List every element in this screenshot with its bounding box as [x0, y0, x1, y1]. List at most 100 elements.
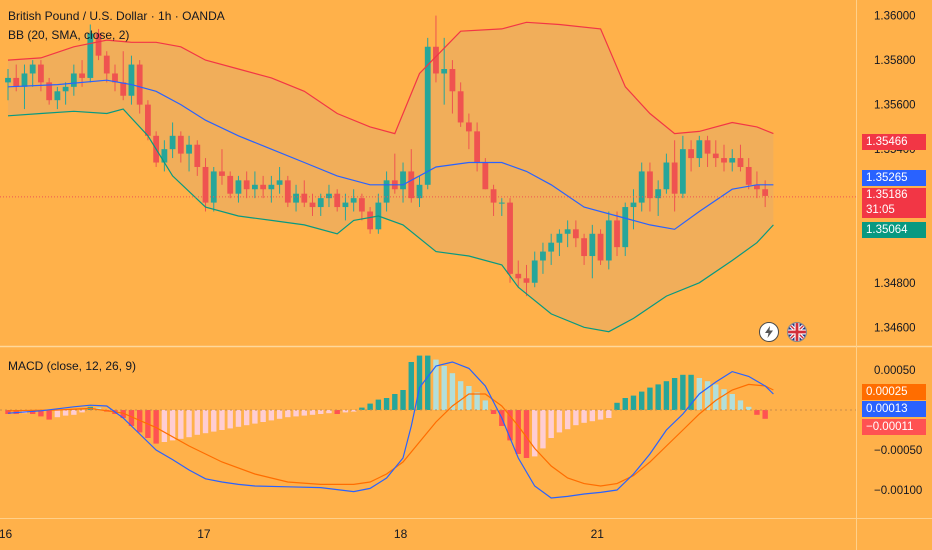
candle-body: [235, 180, 242, 194]
uk-flag-icon[interactable]: [787, 322, 807, 342]
candle-body: [87, 33, 94, 78]
candle-body: [260, 184, 267, 190]
candle-body: [704, 140, 711, 154]
candle-body: [177, 135, 184, 154]
last-price-label: 1.35186: [862, 188, 926, 203]
candle-body: [457, 91, 464, 123]
candle-body: [54, 91, 61, 101]
candle-body: [268, 184, 275, 190]
candle-body: [754, 184, 760, 190]
candle-body: [465, 122, 472, 132]
candle-body: [498, 202, 505, 204]
candle-body: [416, 184, 423, 199]
candle-body: [112, 73, 118, 83]
candle-body: [507, 202, 513, 274]
candle-body: [622, 207, 629, 248]
macd-histogram-bar: [202, 410, 209, 434]
bollinger-lower-line: [7, 108, 774, 333]
candle-body: [433, 46, 439, 74]
candle-body: [194, 144, 201, 167]
candle-body: [169, 135, 176, 150]
price-tick-label: 1.34600: [874, 322, 916, 334]
macd-histogram-bar: [746, 406, 752, 410]
macd-histogram-bar: [556, 410, 563, 433]
bollinger-legend: BB (20, SMA, close, 2): [8, 28, 130, 42]
macd-histogram-bar: [309, 410, 316, 415]
candle-body: [334, 193, 341, 208]
candle-body: [62, 86, 69, 92]
macd-histogram-bar: [301, 410, 307, 416]
candle-body: [564, 229, 571, 234]
macd-histogram-bar: [532, 410, 538, 457]
macd-histogram-bar: [713, 384, 719, 410]
macd-histogram-bar: [433, 359, 439, 410]
candle-body: [219, 171, 225, 176]
macd-histogram-bar: [136, 410, 143, 433]
candle-body: [317, 198, 324, 208]
candle-body: [227, 175, 234, 194]
candle-body: [671, 162, 678, 194]
macd-histogram-bar: [614, 402, 620, 410]
candle-body: [540, 251, 546, 261]
macd-histogram-bar: [457, 381, 464, 410]
candle-body: [679, 149, 686, 194]
candle-body: [531, 260, 538, 283]
macd-histogram-bar: [680, 374, 686, 410]
macd-histogram-bar: [268, 410, 275, 421]
macd-histogram-bar: [38, 410, 44, 417]
macd-histogram-bar: [647, 387, 653, 410]
macd-histogram-bar: [737, 400, 744, 410]
macd-histogram-bar: [416, 355, 423, 410]
macd-histogram-bar: [243, 410, 250, 426]
macd-histogram-bar: [71, 410, 77, 415]
candle-body: [589, 233, 596, 257]
candle-body: [367, 211, 374, 230]
price-tick-label: 1.35600: [874, 100, 916, 112]
macd-histogram-bar: [466, 386, 472, 410]
candle-body: [572, 229, 579, 239]
macd-histogram-bar: [639, 391, 645, 410]
macd-histogram-bar: [334, 410, 340, 414]
candle-body: [293, 193, 299, 203]
macd-histogram-bar: [507, 410, 513, 441]
macd-histogram-bar: [663, 381, 670, 410]
macd-histogram-bar: [606, 410, 612, 418]
candle-body: [284, 180, 291, 203]
candle-body: [350, 198, 357, 203]
macd-histogram-bar: [285, 410, 291, 418]
macd-histogram-bar: [169, 410, 176, 441]
macd-histogram-bar: [540, 410, 546, 449]
candle-body: [326, 193, 332, 199]
macd-histogram-bar: [367, 403, 373, 410]
bar-countdown-label: 31:05: [862, 203, 926, 218]
macd-line: [7, 361, 774, 499]
candle-body: [342, 202, 349, 208]
histogram-value-label: −0.00011: [862, 419, 926, 435]
time-tick-label: 16: [0, 527, 13, 541]
candle-body: [186, 144, 192, 154]
macd-histogram-bar: [219, 410, 225, 430]
candle-body: [161, 149, 168, 163]
macd-histogram-bar: [260, 410, 266, 422]
macd-histogram-bar: [252, 410, 258, 424]
macd-histogram-bar: [573, 410, 579, 426]
macd-tick-label: 0.00050: [874, 365, 916, 377]
macd-histogram-bar: [326, 410, 332, 414]
candle-body: [745, 166, 752, 185]
macd-histogram-bar: [655, 384, 661, 410]
macd-histogram-bar: [408, 362, 414, 410]
candle-body: [762, 189, 769, 196]
candle-body: [490, 189, 497, 203]
candle-body: [441, 69, 448, 74]
candle-body: [13, 77, 20, 87]
price-tick-label: 1.34800: [874, 278, 916, 290]
bollinger-basis-line: [7, 79, 774, 230]
macd-histogram-bar: [704, 381, 711, 410]
macd-tick-label: −0.00100: [874, 485, 922, 497]
candle-body: [712, 153, 719, 159]
candle-body: [614, 220, 620, 248]
macd-histogram-bar: [128, 410, 135, 426]
bollinger-upper-line: [7, 21, 774, 135]
lightning-icon[interactable]: [759, 322, 779, 342]
